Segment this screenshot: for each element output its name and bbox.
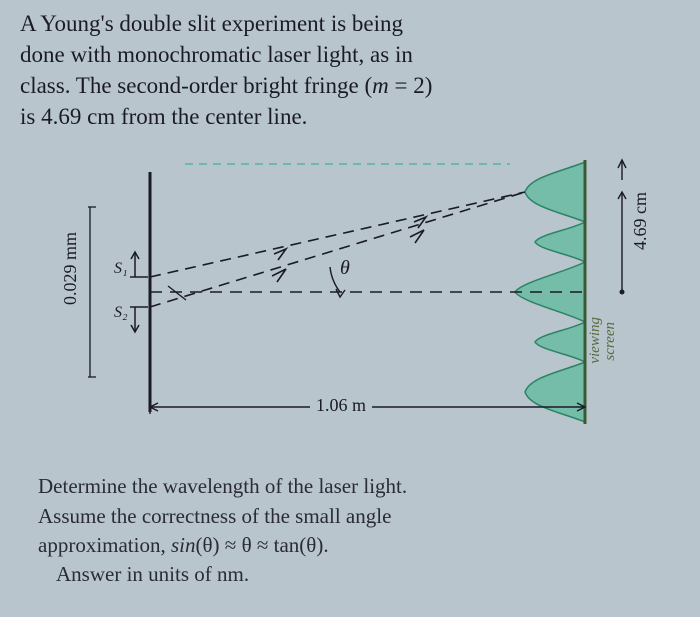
problem-line4: is 4.69 cm from the center line. — [20, 101, 680, 132]
ray-s2 — [150, 192, 525, 307]
theta-label: θ — [340, 257, 350, 280]
s2-label: S₂ — [114, 304, 128, 322]
q-line4: Answer in units of nm. — [38, 560, 680, 589]
distance-label: 1.06 m — [310, 395, 372, 416]
problem-text: A Young's double slit experiment is bein… — [20, 8, 680, 132]
diagram: 0.029 mm S₁ S₂ θ 1.06 m 4.69 cm viewing … — [30, 142, 670, 462]
ray-s1 — [150, 192, 525, 277]
fringe-distance-label: 4.69 cm — [630, 192, 651, 250]
problem-line3: class. The second-order bright fringe (m… — [20, 70, 680, 101]
problem-line2: done with monochromatic laser light, as … — [20, 39, 680, 70]
theta-arc — [330, 267, 340, 292]
problem-line1: A Young's double slit experiment is bein… — [20, 8, 680, 39]
q-line3: approximation, sin(θ) ≈ θ ≈ tan(θ). — [38, 531, 680, 560]
q-line2: Assume the correctness of the small angl… — [38, 502, 680, 531]
question-text: Determine the wavelength of the laser li… — [20, 472, 680, 590]
screen-label-2: screen — [602, 322, 619, 361]
slit-sep-label: 0.029 mm — [60, 232, 81, 305]
s1-label: S₁ — [114, 260, 128, 278]
q-line1: Determine the wavelength of the laser li… — [38, 472, 680, 501]
